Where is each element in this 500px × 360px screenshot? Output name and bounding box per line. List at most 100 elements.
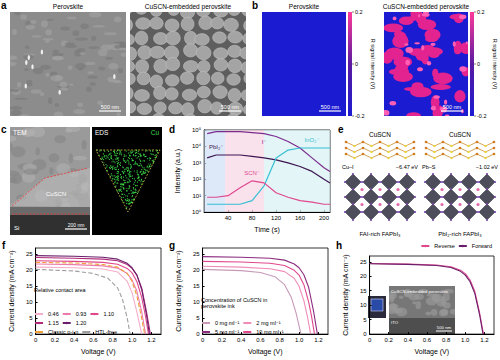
- svg-text:10 mg ml⁻¹: 10 mg ml⁻¹: [256, 329, 284, 335]
- svg-text:Cu–I: Cu–I: [342, 164, 354, 170]
- svg-text:200 nm: 200 nm: [68, 222, 85, 228]
- svg-text:0: 0: [196, 331, 200, 337]
- svg-text:1.0: 1.0: [295, 337, 304, 343]
- svg-text:Cu: Cu: [151, 129, 160, 136]
- svg-text:25: 25: [26, 251, 33, 257]
- svg-text:CuSCN: CuSCN: [46, 191, 66, 197]
- svg-text:Forward: Forward: [472, 243, 492, 249]
- svg-text:20: 20: [360, 273, 367, 279]
- svg-text:TEM: TEM: [13, 129, 27, 136]
- svg-text:25: 25: [360, 259, 367, 265]
- svg-text:Perovskite: Perovskite: [53, 3, 84, 10]
- svg-text:15: 15: [360, 288, 367, 294]
- svg-text:f: f: [2, 240, 6, 251]
- svg-text:e: e: [338, 124, 344, 135]
- svg-text:1.2: 1.2: [480, 337, 489, 343]
- svg-text:CuSCN-embedded perovskite: CuSCN-embedded perovskite: [145, 3, 232, 11]
- svg-text:10: 10: [26, 299, 33, 305]
- svg-text:Classic p-i-n: Classic p-i-n: [48, 329, 78, 335]
- svg-text:500 nm: 500 nm: [101, 104, 120, 110]
- svg-text:Current density (mA cm⁻²): Current density (mA cm⁻²): [175, 250, 183, 331]
- svg-text:Pb–S: Pb–S: [422, 164, 436, 170]
- svg-text:0.2: 0.2: [218, 337, 227, 343]
- svg-text:0.46: 0.46: [48, 311, 59, 317]
- svg-text:0: 0: [477, 61, 480, 67]
- svg-text:1.0: 1.0: [461, 337, 470, 343]
- svg-text:Intensity (a.u.): Intensity (a.u.): [174, 149, 182, 193]
- svg-text:80: 80: [249, 215, 256, 221]
- svg-text:−1.02 eV: −1.02 eV: [476, 164, 499, 170]
- svg-text:1.20: 1.20: [76, 320, 87, 326]
- svg-text:c: c: [1, 124, 7, 135]
- svg-text:d: d: [169, 124, 175, 135]
- svg-text:0: 0: [29, 331, 33, 337]
- svg-text:0.2: 0.2: [355, 9, 363, 15]
- svg-text:25: 25: [193, 251, 200, 257]
- svg-text:10: 10: [360, 302, 367, 308]
- svg-text:120: 120: [271, 215, 282, 221]
- svg-text:0: 0: [368, 337, 372, 343]
- svg-text:CuSCN: CuSCN: [449, 131, 471, 138]
- svg-text:0 mg ml⁻¹: 0 mg ml⁻¹: [215, 320, 239, 326]
- svg-text:10⁴: 10⁴: [192, 143, 202, 149]
- svg-text:1.15: 1.15: [48, 320, 59, 326]
- svg-text:20: 20: [26, 267, 33, 273]
- svg-text:10⁰: 10⁰: [192, 209, 202, 215]
- svg-text:2 mg ml⁻¹: 2 mg ml⁻¹: [256, 320, 280, 326]
- svg-text:5: 5: [196, 315, 200, 321]
- svg-text:40: 40: [225, 215, 232, 221]
- svg-text:0: 0: [363, 331, 367, 337]
- svg-text:Voltage (V): Voltage (V): [81, 348, 116, 356]
- svg-text:0: 0: [201, 337, 205, 343]
- svg-text:Time (s): Time (s): [254, 226, 279, 234]
- svg-text:15: 15: [193, 283, 200, 289]
- svg-text:0: 0: [355, 61, 358, 67]
- svg-text:FAI-rich FAPbI₃: FAI-rich FAPbI₃: [359, 231, 401, 237]
- svg-text:0.4: 0.4: [237, 337, 246, 343]
- svg-text:CuSCN-embedded perovskite: CuSCN-embedded perovskite: [391, 289, 449, 294]
- svg-text:R signal intensity (V): R signal intensity (V): [492, 39, 498, 90]
- svg-text:0.93: 0.93: [76, 311, 87, 317]
- svg-text:5 mg ml⁻¹: 5 mg ml⁻¹: [215, 329, 239, 335]
- svg-text:SCN⁻: SCN⁻: [244, 170, 260, 176]
- svg-text:CuSCN: CuSCN: [369, 131, 391, 138]
- svg-text:h: h: [336, 240, 342, 251]
- svg-text:5: 5: [29, 315, 33, 321]
- svg-text:I⁻: I⁻: [262, 139, 267, 145]
- svg-text:ITO: ITO: [391, 320, 399, 325]
- svg-text:0.6: 0.6: [89, 337, 98, 343]
- svg-text:10⁵: 10⁵: [192, 127, 202, 133]
- svg-text:15: 15: [26, 283, 33, 289]
- svg-text:Perovskite: Perovskite: [289, 3, 320, 10]
- svg-text:10³: 10³: [192, 160, 201, 166]
- svg-text:1.10: 1.10: [103, 311, 114, 317]
- svg-text:0.2: 0.2: [385, 337, 394, 343]
- svg-text:0.4: 0.4: [70, 337, 79, 343]
- svg-text:R signal intensity (V): R signal intensity (V): [370, 39, 376, 90]
- svg-text:500 nm: 500 nm: [443, 104, 462, 110]
- svg-text:perovskite ink: perovskite ink: [201, 303, 235, 309]
- svg-text:Current density (mA cm⁻²): Current density (mA cm⁻²): [342, 254, 350, 335]
- svg-text:0: 0: [34, 337, 38, 343]
- svg-text:a: a: [1, 0, 7, 11]
- svg-text:200: 200: [319, 215, 330, 221]
- svg-text:−6.47 eV: −6.47 eV: [396, 164, 419, 170]
- svg-text:0.8: 0.8: [109, 337, 118, 343]
- svg-text:0.6: 0.6: [256, 337, 265, 343]
- svg-text:10: 10: [193, 299, 200, 305]
- svg-text:Reverse: Reverse: [434, 243, 454, 249]
- svg-text:500 nm: 500 nm: [221, 104, 240, 110]
- svg-text:5: 5: [363, 317, 367, 323]
- svg-text:Relative contact area: Relative contact area: [34, 287, 87, 293]
- svg-text:CuSCN-embedded perovskite: CuSCN-embedded perovskite: [383, 3, 470, 11]
- svg-text:HTL-free: HTL-free: [95, 329, 117, 335]
- svg-text:1.2: 1.2: [147, 337, 156, 343]
- svg-text:0.2: 0.2: [51, 337, 60, 343]
- svg-text:20: 20: [193, 267, 200, 273]
- svg-text:500 nm: 500 nm: [321, 104, 340, 110]
- svg-text:Si: Si: [14, 225, 19, 231]
- svg-text:1.0: 1.0: [128, 337, 137, 343]
- svg-text:0.8: 0.8: [276, 337, 285, 343]
- svg-text:500 nm: 500 nm: [437, 325, 452, 330]
- svg-text:0.2: 0.2: [477, 9, 485, 15]
